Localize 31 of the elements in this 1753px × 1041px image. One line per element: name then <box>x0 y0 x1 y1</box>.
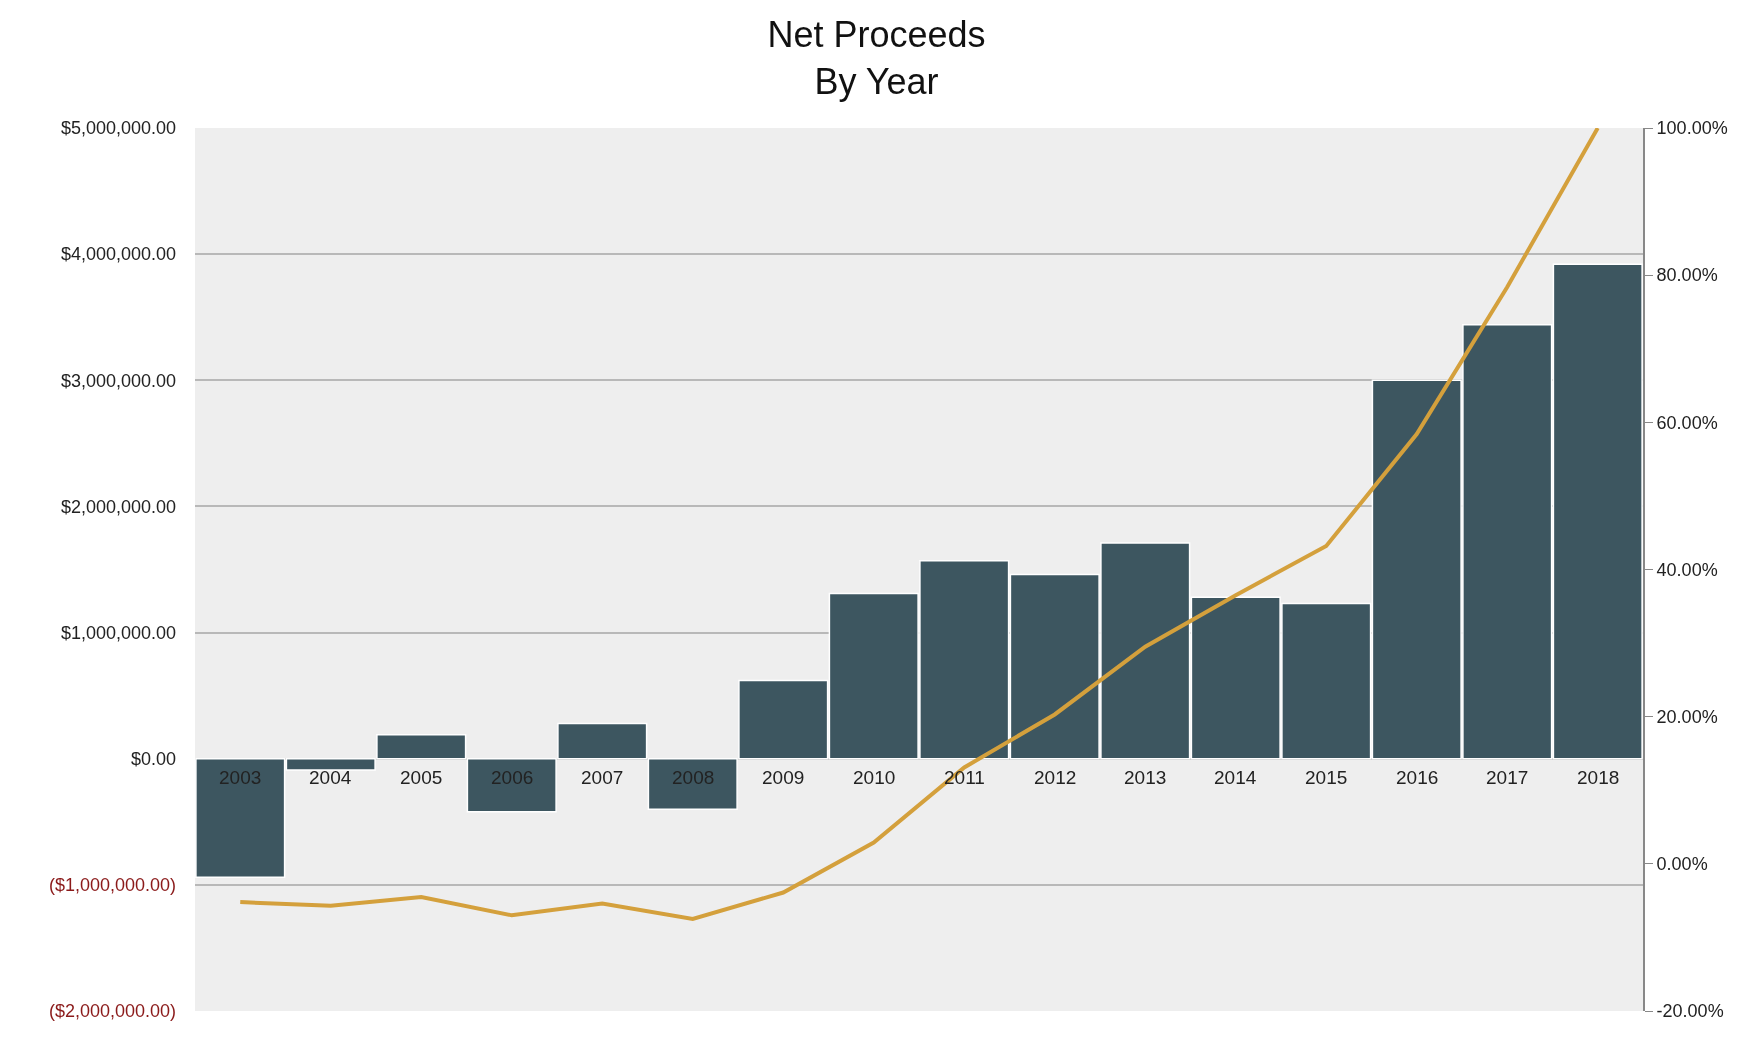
y-tick-label: $4,000,000.00 <box>60 244 176 265</box>
y-tick-label: $5,000,000.00 <box>60 118 176 139</box>
x-tick-label: 2006 <box>491 767 534 788</box>
x-tick-label: 2008 <box>672 767 715 788</box>
x-tick-label: 2013 <box>1124 767 1167 788</box>
x-tick-label: 2007 <box>581 767 624 788</box>
x-tick-label: 2009 <box>762 767 805 788</box>
y-tick-label: ($1,000,000.00) <box>48 875 176 896</box>
y2-tick-label: 100.00% <box>1656 118 1728 139</box>
x-tick-label: 2010 <box>853 767 896 788</box>
x-tick-label: 2015 <box>1305 767 1348 788</box>
x-tick-label: 2017 <box>1486 767 1529 788</box>
x-tick-label: 2003 <box>219 767 262 788</box>
y2-tick-label: 80.00% <box>1656 265 1718 286</box>
x-tick-label: 2014 <box>1214 767 1257 788</box>
y2-tick-label: 40.00% <box>1656 559 1718 580</box>
y-tick-label: $1,000,000.00 <box>60 622 176 643</box>
x-tick-label: 2018 <box>1577 767 1620 788</box>
y-tick-label: $3,000,000.00 <box>60 370 176 391</box>
x-tick-label: 2012 <box>1034 767 1077 788</box>
y-tick-label: $2,000,000.00 <box>60 496 176 517</box>
y2-tick-label: 20.00% <box>1656 706 1718 727</box>
y-tick-label: $0.00 <box>130 749 176 770</box>
y2-tick-label: 0.00% <box>1656 854 1708 875</box>
y2-tick-label: 60.00% <box>1656 412 1718 433</box>
chart-title: Net Proceeds By Year <box>767 13 986 102</box>
y2-tick-label: -20.00% <box>1656 1001 1724 1022</box>
x-tick-label: 2005 <box>400 767 443 788</box>
y-tick-label: ($2,000,000.00) <box>48 1001 176 1022</box>
x-tick-label: 2004 <box>309 767 352 788</box>
x-tick-label: 2016 <box>1396 767 1439 788</box>
